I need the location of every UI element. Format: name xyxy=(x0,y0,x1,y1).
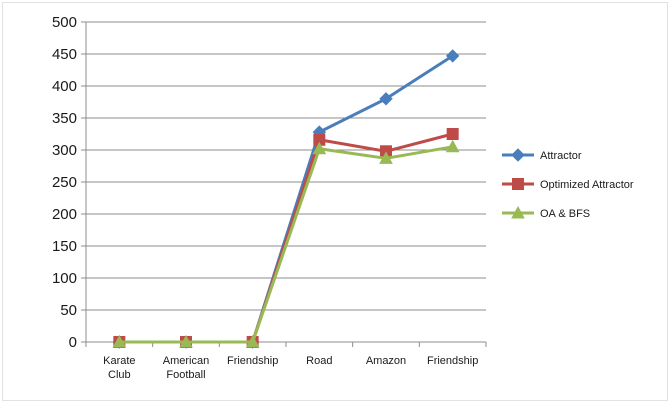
y-tick-label: 200 xyxy=(52,206,77,223)
data-point xyxy=(379,151,393,164)
legend-entry: OA & BFS xyxy=(502,205,590,220)
data-point xyxy=(446,128,459,140)
y-tick-label: 450 xyxy=(52,46,77,63)
data-point xyxy=(445,139,460,153)
y-tick-label: 50 xyxy=(60,302,77,319)
series-0 xyxy=(112,49,460,349)
x-tick-label: Karate Club xyxy=(103,355,135,381)
y-tick-label: 250 xyxy=(52,174,77,191)
legend-entry: Optimized Attractor xyxy=(502,178,634,191)
x-tick-label-line: Karate xyxy=(103,355,135,367)
y-tick-label: 100 xyxy=(52,270,77,287)
x-tick-label-line: Friendship xyxy=(427,355,478,367)
y-tick-label: 300 xyxy=(52,142,77,159)
x-tick-label: Friendship xyxy=(427,355,478,367)
legend: Attractor Optimized Attractor OA & BFS xyxy=(502,148,634,220)
x-tick-label: Friendship xyxy=(227,355,278,367)
data-point xyxy=(312,141,327,155)
y-tick-label: 500 xyxy=(52,14,77,31)
series-line xyxy=(119,54,454,344)
x-tick-label: Amazon xyxy=(366,355,406,367)
y-tick-labels: 0 50 100 150 200 250 300 350 400 450 500 xyxy=(52,14,77,351)
legend-label: Optimized Attractor xyxy=(540,179,634,191)
x-tick-label-line: Amazon xyxy=(366,355,406,367)
series-line xyxy=(119,145,453,344)
x-tick-label: American Football xyxy=(163,355,209,381)
series-1 xyxy=(113,128,459,348)
x-tick-label-line: Friendship xyxy=(227,355,278,367)
legend-swatch-marker xyxy=(512,178,524,190)
grid-lines xyxy=(86,21,486,311)
y-tick-label: 400 xyxy=(52,78,77,95)
legend-label: OA & BFS xyxy=(540,208,590,220)
data-point xyxy=(179,334,193,348)
x-tick-label: Road xyxy=(306,355,332,367)
series-line xyxy=(119,132,454,344)
y-tick-label: 350 xyxy=(52,110,77,127)
data-point xyxy=(112,334,127,348)
data-point xyxy=(379,92,393,106)
legend-swatch-marker xyxy=(511,148,525,162)
axes xyxy=(81,21,487,347)
data-point xyxy=(245,334,260,348)
chart-frame xyxy=(2,2,668,401)
series-lines xyxy=(112,49,460,349)
x-tick-label-line: Road xyxy=(306,355,332,367)
x-tick-label-line: American xyxy=(163,355,209,367)
legend-label: Attractor xyxy=(540,150,582,162)
x-tick-label-line: Football xyxy=(166,369,205,381)
series-2 xyxy=(112,139,460,348)
legend-entry: Attractor xyxy=(502,148,582,162)
data-point xyxy=(445,49,460,63)
x-tick-label-line: Club xyxy=(108,369,131,381)
legend-swatch-marker xyxy=(511,205,525,219)
y-tick-label: 150 xyxy=(52,238,77,255)
x-tick-labels: Karate Club American Football Friendship Road… xyxy=(103,355,478,381)
y-tick-label: 0 xyxy=(69,334,77,351)
